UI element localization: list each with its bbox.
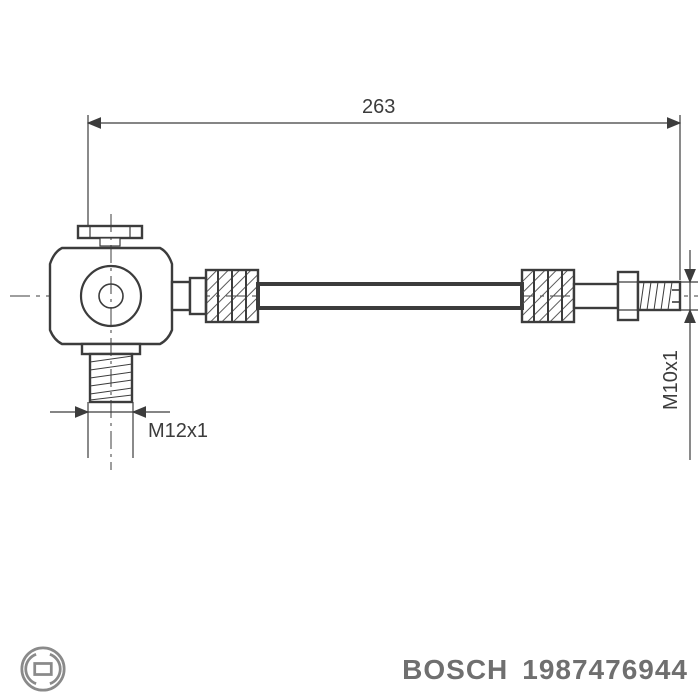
crimp-right — [522, 270, 574, 322]
thread-right-label: M10x1 — [660, 350, 683, 410]
length-value: 263 — [362, 96, 395, 119]
hose-body — [190, 270, 618, 322]
brand-name: BOSCH — [402, 654, 508, 686]
thread-m10 — [638, 282, 680, 310]
thread-left-label: M12x1 — [148, 420, 208, 443]
length-dimension — [88, 115, 680, 280]
crimp-left — [206, 270, 258, 322]
brand-footer: BOSCH 1987476944 — [0, 646, 700, 700]
fitting-right — [618, 272, 680, 320]
technical-drawing-svg — [0, 0, 700, 700]
drawing-canvas: 263 M12x1 M10x1 BOSCH 1987476944 — [0, 0, 700, 700]
bosch-logo-icon — [20, 646, 66, 692]
part-number: 1987476944 — [522, 654, 688, 686]
